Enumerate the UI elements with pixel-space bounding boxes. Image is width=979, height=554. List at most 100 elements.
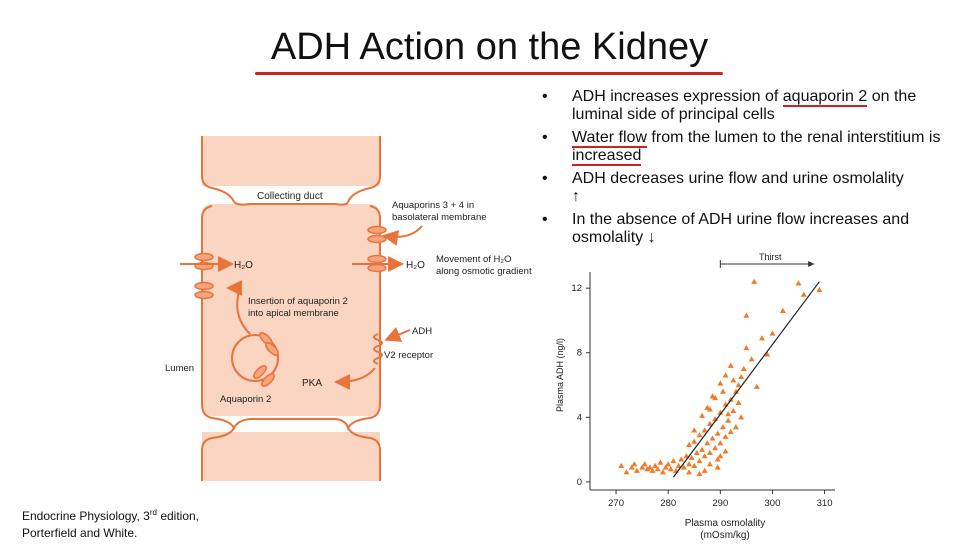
chart-point: [691, 427, 698, 433]
chart-point: [732, 424, 739, 430]
chart-point: [704, 440, 711, 446]
chart-point: [706, 406, 713, 412]
chart-point: [641, 461, 648, 467]
chart-point: [717, 440, 724, 446]
chart-point: [670, 457, 677, 464]
cell-outline: [201, 201, 381, 419]
chart-point: [735, 399, 742, 405]
chart-point: [769, 330, 776, 336]
chart-point: [646, 464, 653, 470]
chart-point: [678, 456, 685, 462]
label-collecting-duct: Collecting duct: [257, 191, 323, 202]
label-insertion-1: Insertion of aquaporin 2: [248, 296, 348, 307]
chart-point: [696, 457, 703, 464]
chart-x-tick-label: 310: [817, 498, 833, 509]
chart-point: [753, 383, 760, 389]
chart-y-tick-label: 0: [577, 477, 582, 488]
chart-point: [633, 467, 640, 473]
chart-point: [717, 409, 724, 415]
chart-xlabel2: (mOsm/kg): [700, 530, 749, 541]
chart-x-tick-label: 290: [712, 498, 728, 509]
aquaporin-channel: [367, 234, 387, 244]
chart-point: [623, 469, 630, 475]
chart-point: [659, 469, 666, 475]
chart-point: [706, 420, 713, 426]
chart-point: [738, 414, 745, 420]
highlight-increased: increased: [572, 147, 642, 166]
chart-y-tick-label: 8: [577, 348, 582, 359]
aquaporin-channel: [367, 254, 387, 264]
chart-thirst-arrowhead: [808, 261, 815, 267]
label-lumen: Lumen: [165, 363, 194, 374]
chart-point: [693, 449, 700, 456]
aquaporin-channel: [367, 263, 387, 273]
label-h2o-right: H₂O: [406, 260, 425, 271]
aquaporin-channel: [194, 290, 214, 300]
chart-point: [712, 394, 719, 401]
cell-bottom: [202, 432, 380, 481]
chart-point: [748, 356, 755, 362]
chart-point: [722, 433, 729, 439]
highlight-water-flow: Water flow: [572, 129, 647, 148]
chart-point: [727, 362, 734, 368]
bullet-dot-icon: •: [542, 170, 548, 187]
chart-point: [735, 382, 742, 388]
chart-point: [652, 462, 659, 468]
chart-point: [743, 312, 750, 318]
label-pka: PKA: [302, 378, 322, 389]
chart-point: [699, 446, 706, 452]
title-underline: [255, 72, 723, 75]
chart-point: [714, 430, 721, 436]
label-movement-1: Movement of H₂O: [436, 254, 512, 265]
chart-point: [725, 411, 732, 417]
chart-point: [696, 470, 703, 477]
bullet-item: • In the absence of ADH urine flow incre…: [542, 211, 910, 246]
chart-point: [686, 441, 693, 447]
label-insertion-2: into apical membrane: [248, 308, 339, 319]
cell-outline-bottom: [211, 417, 371, 431]
chart-point: [644, 466, 651, 472]
chart-point: [696, 432, 703, 438]
chart-point: [717, 380, 724, 386]
label-movement-2: along osmotic gradient: [436, 266, 532, 277]
chart-point: [675, 462, 682, 468]
bullet-list: • ADH increases expression of aquaporin …: [540, 88, 970, 252]
label-basolateral: basolateral membrane: [392, 212, 487, 223]
chart-point: [751, 278, 758, 284]
chart-point: [730, 377, 737, 383]
bullet-item: • ADH decreases urine flow and urine osm…: [542, 170, 904, 205]
chart-point: [704, 404, 711, 410]
chart-x-tick-label: 300: [765, 498, 781, 509]
chart-point: [691, 438, 698, 444]
label-aquaporin2: Aquaporin 2: [220, 394, 271, 405]
chart-point: [738, 373, 745, 380]
aquaporin-channel: [194, 252, 214, 262]
chart-point: [719, 388, 726, 394]
chart-ylabel: Plasma ADH (ng/l): [555, 338, 565, 412]
insertion-arrow: [226, 280, 251, 335]
chart-point: [657, 459, 664, 465]
chart-point: [686, 461, 693, 467]
right-membrane-top: [347, 136, 381, 203]
chart-point: [706, 461, 713, 467]
chart-point: [709, 435, 716, 441]
chart-point: [800, 291, 807, 297]
chart-point: [691, 462, 698, 468]
chart-point: [727, 396, 734, 402]
chart-thirst-label: Thirst: [759, 252, 782, 262]
aquaporin34-arrow: [382, 225, 423, 246]
chart-point: [688, 454, 695, 460]
chart-x-tick-label: 270: [608, 498, 624, 509]
chart-point: [628, 464, 635, 470]
pka-arrow: [334, 367, 376, 390]
vesicle-aquaporin: [265, 342, 279, 356]
chart-point: [816, 286, 823, 292]
chart-point: [680, 464, 687, 470]
chart-point: [730, 407, 737, 414]
chart-point: [743, 344, 750, 351]
up-arrow-icon: ↑: [572, 188, 580, 205]
chart-point: [618, 462, 625, 468]
page-title: ADH Action on the Kidney: [270, 26, 709, 68]
chart-point: [701, 453, 708, 459]
chart-point: [759, 335, 766, 341]
